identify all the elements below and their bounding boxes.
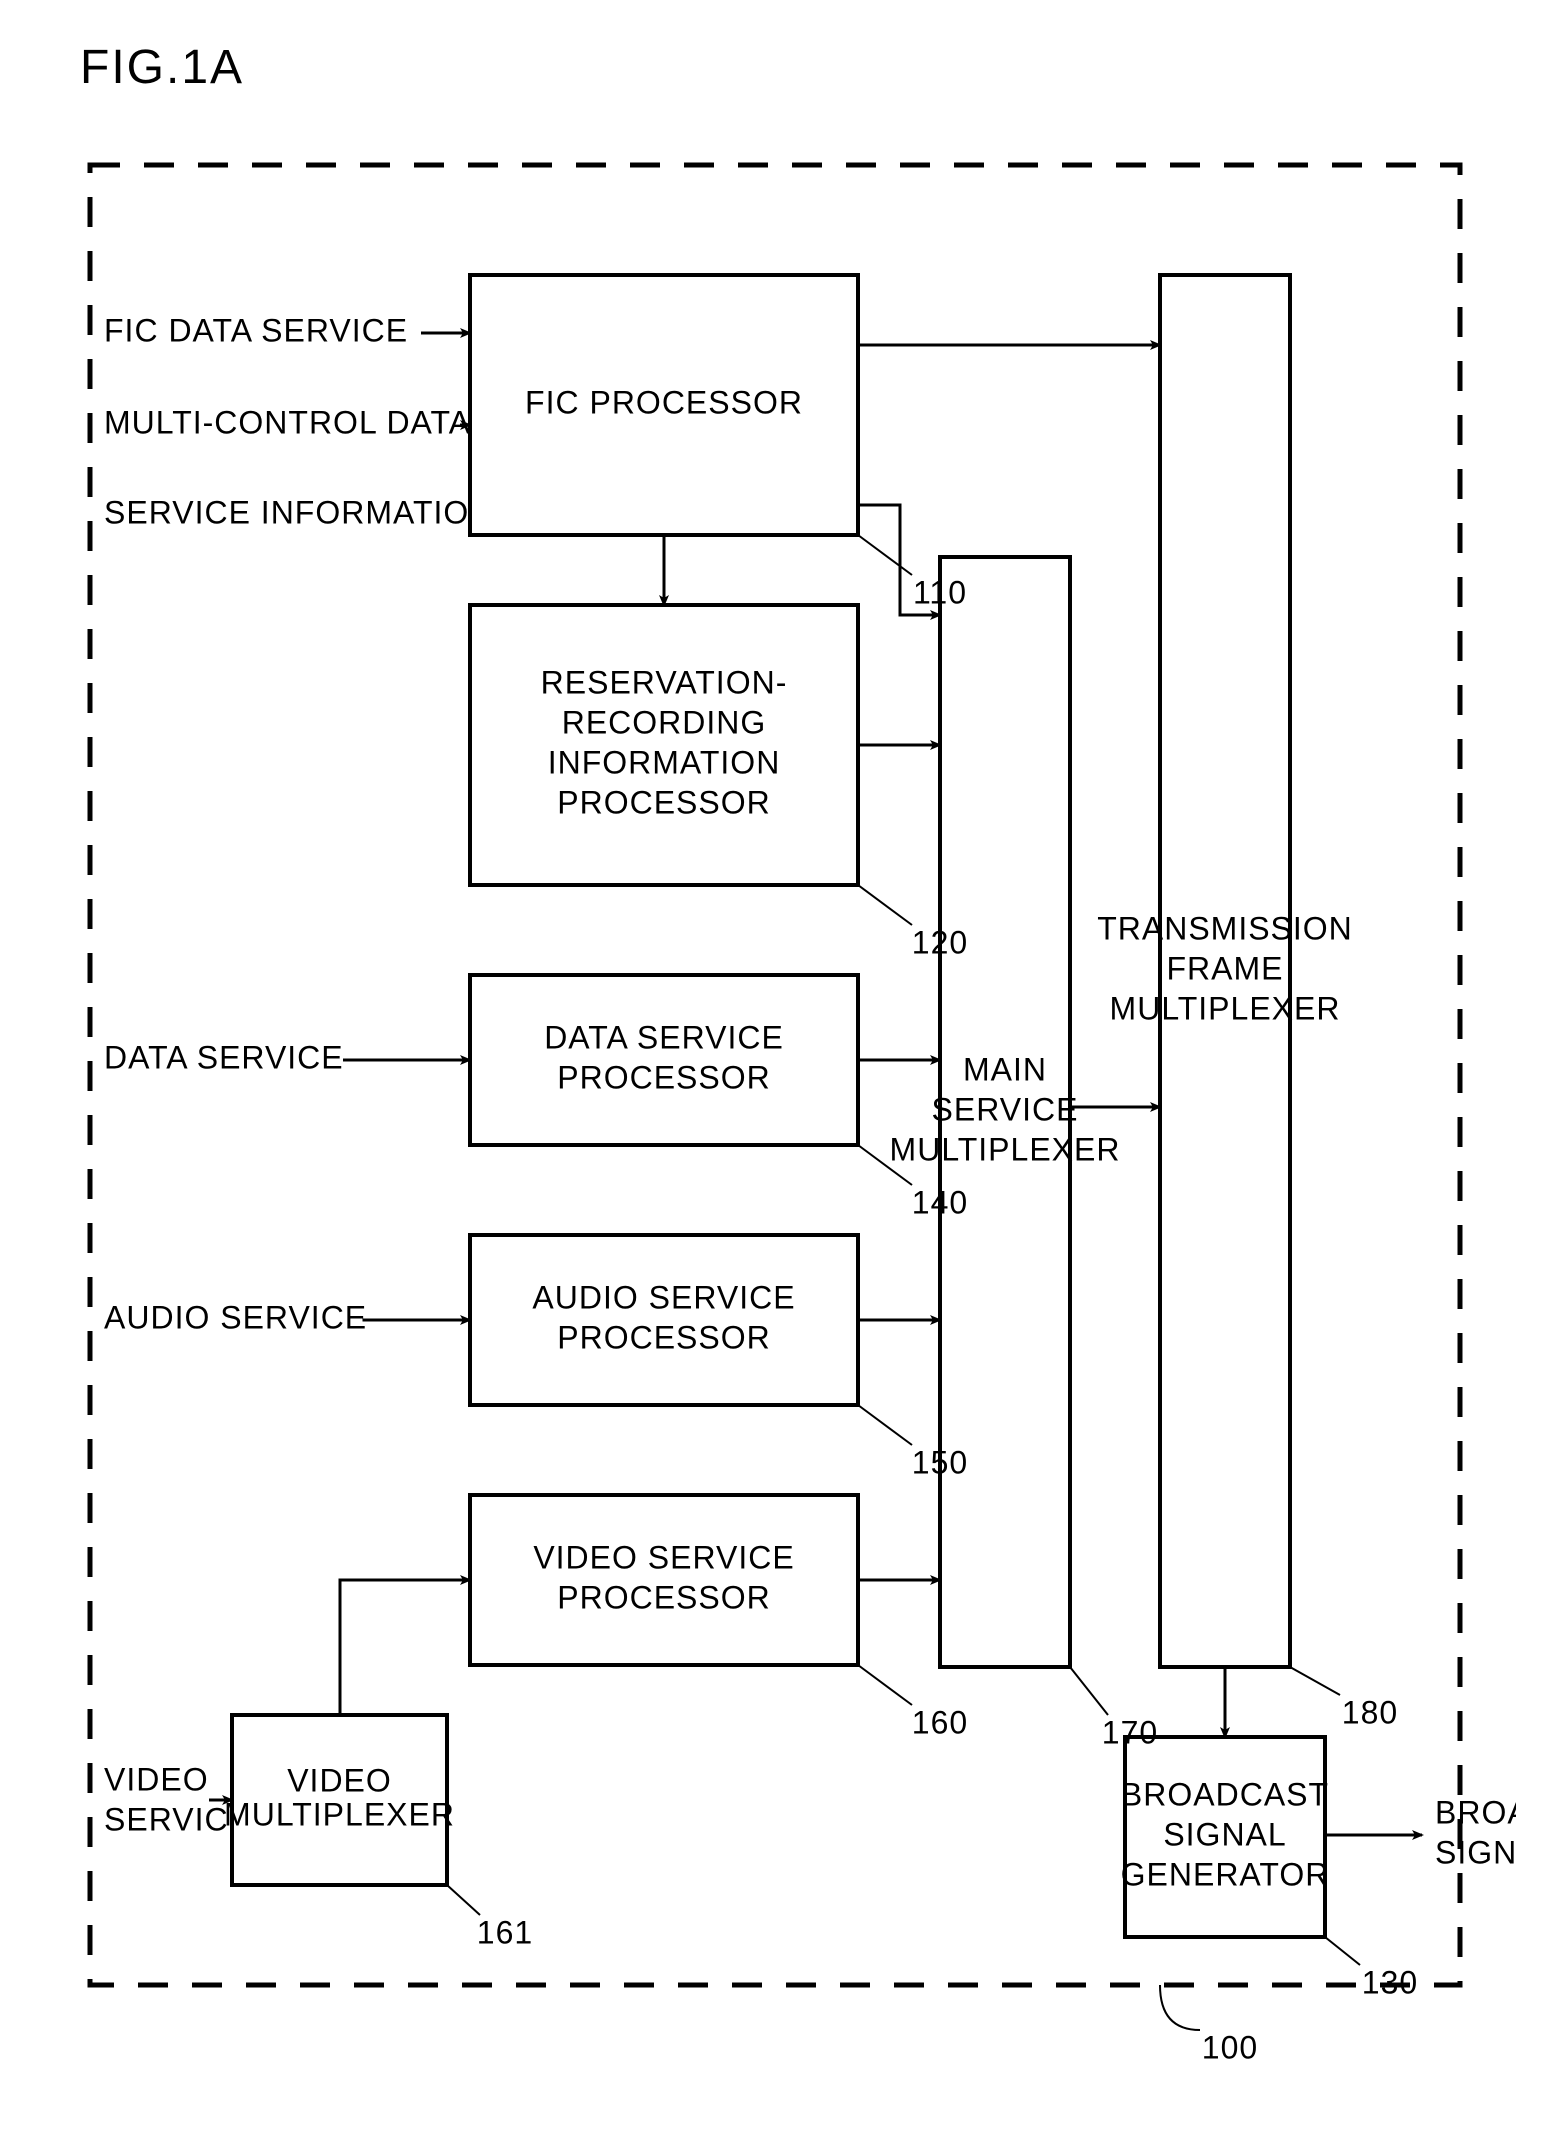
svg-text:GENERATOR: GENERATOR [1121,1856,1330,1892]
svg-text:130: 130 [1362,1964,1418,2000]
svg-text:MAIN: MAIN [963,1051,1047,1087]
svg-text:170: 170 [1102,1714,1158,1750]
svg-text:AUDIO SERVICE: AUDIO SERVICE [532,1279,795,1315]
svg-text:MULTIPLEXER: MULTIPLEXER [890,1131,1121,1167]
diagram: FIC DATA SERVICE MULTI-CONTROL DATA SERVIC… [40,115,1516,2075]
svg-text:BROADCAST: BROADCAST [1121,1776,1329,1812]
figure-title: FIG.1A [80,40,1516,95]
svg-text:FRAME: FRAME [1167,950,1284,986]
svg-text:BROADCAST: BROADCAST [1435,1794,1516,1830]
svg-text:PROCESSOR: PROCESSOR [557,1319,770,1355]
svg-text:SERVICE INFORMATION: SERVICE INFORMATION [104,494,493,530]
svg-text:VIDEO: VIDEO [104,1761,209,1797]
svg-text:MULTIPLEXER: MULTIPLEXER [1110,990,1341,1026]
svg-text:161: 161 [477,1914,533,1950]
svg-text:PROCESSOR: PROCESSOR [557,1059,770,1095]
svg-text:DATA SERVICE: DATA SERVICE [544,1019,784,1055]
svg-text:VIDEO: VIDEO [287,1762,392,1798]
svg-text:FIC DATA SERVICE: FIC DATA SERVICE [104,312,408,348]
svg-text:RECORDING: RECORDING [562,704,767,740]
svg-text:SERVICE: SERVICE [932,1091,1079,1127]
svg-text:DATA SERVICE: DATA SERVICE [104,1039,344,1075]
svg-text:RESERVATION-: RESERVATION- [541,664,788,700]
svg-text:120: 120 [912,924,968,960]
svg-text:160: 160 [912,1704,968,1740]
svg-text:MULTIPLEXER: MULTIPLEXER [224,1796,455,1832]
svg-text:AUDIO SERVICE: AUDIO SERVICE [104,1299,367,1335]
svg-text:PROCESSOR: PROCESSOR [557,1579,770,1615]
svg-text:MULTI-CONTROL DATA: MULTI-CONTROL DATA [104,404,471,440]
svg-text:TRANSMISSION: TRANSMISSION [1097,910,1353,946]
svg-text:180: 180 [1342,1694,1398,1730]
svg-text:SIGNAL: SIGNAL [1163,1816,1286,1852]
svg-text:100: 100 [1202,2029,1258,2065]
svg-text:110: 110 [913,574,967,610]
svg-text:PROCESSOR: PROCESSOR [557,784,770,820]
svg-text:SIGNAL: SIGNAL [1435,1834,1516,1870]
svg-text:150: 150 [912,1444,968,1480]
svg-text:140: 140 [912,1184,968,1220]
svg-text:VIDEO SERVICE: VIDEO SERVICE [533,1539,794,1575]
svg-text:FIC PROCESSOR: FIC PROCESSOR [525,384,803,420]
svg-text:INFORMATION: INFORMATION [548,744,781,780]
